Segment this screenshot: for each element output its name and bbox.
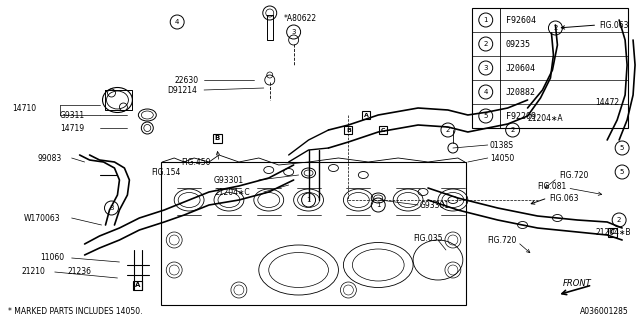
- Text: 14050: 14050: [490, 154, 514, 163]
- Text: J20604: J20604: [506, 63, 536, 73]
- Text: 09235: 09235: [506, 39, 531, 49]
- Text: FRONT: FRONT: [563, 278, 592, 287]
- Text: 2: 2: [511, 127, 515, 133]
- Text: FIG.081: FIG.081: [538, 181, 567, 190]
- Text: FIG.063: FIG.063: [550, 194, 579, 203]
- Text: F92209: F92209: [506, 111, 536, 121]
- Text: A: A: [134, 282, 140, 288]
- Text: C: C: [610, 229, 615, 235]
- Text: 5: 5: [484, 113, 488, 119]
- Text: 4: 4: [175, 19, 179, 25]
- Text: G9311: G9311: [60, 110, 85, 119]
- Text: 5: 5: [620, 169, 624, 175]
- Text: *A80622: *A80622: [284, 13, 317, 22]
- Text: 22630: 22630: [174, 76, 198, 84]
- Text: 21204∗B: 21204∗B: [595, 228, 631, 236]
- Text: D91214: D91214: [167, 85, 197, 94]
- Text: 99083: 99083: [38, 154, 62, 163]
- Bar: [380, 126, 387, 134]
- Text: 5: 5: [620, 145, 624, 151]
- Text: 21204∗C: 21204∗C: [214, 188, 250, 196]
- Text: FIG.154: FIG.154: [151, 167, 180, 177]
- Bar: [344, 126, 353, 134]
- Text: 2: 2: [553, 25, 557, 31]
- Text: 1: 1: [483, 17, 488, 23]
- Bar: [161, 162, 466, 305]
- Text: 14472: 14472: [595, 98, 620, 107]
- Text: FIG.720: FIG.720: [488, 236, 517, 244]
- Text: 21210: 21210: [22, 268, 46, 276]
- Bar: [213, 134, 222, 143]
- Text: 3: 3: [291, 29, 296, 35]
- Text: F92604: F92604: [506, 15, 536, 25]
- Text: W170063: W170063: [24, 213, 61, 222]
- Text: A036001285: A036001285: [580, 308, 629, 316]
- Text: 21204∗A: 21204∗A: [527, 114, 563, 123]
- Text: 11060: 11060: [40, 253, 64, 262]
- Text: B: B: [214, 135, 220, 141]
- Text: G93301: G93301: [420, 201, 450, 210]
- Text: 2: 2: [484, 41, 488, 47]
- Bar: [362, 111, 371, 119]
- Text: 14710: 14710: [12, 103, 36, 113]
- Text: 1: 1: [376, 202, 381, 208]
- Text: G93301: G93301: [214, 175, 244, 185]
- Text: FIG.720: FIG.720: [559, 171, 589, 180]
- Bar: [133, 281, 142, 290]
- Text: 21236: 21236: [68, 268, 92, 276]
- Text: 3: 3: [483, 65, 488, 71]
- Text: 2: 2: [445, 127, 450, 133]
- Text: 1: 1: [307, 197, 311, 203]
- Text: 2: 2: [617, 217, 621, 223]
- Text: A: A: [364, 113, 369, 117]
- Text: FIG.063: FIG.063: [599, 20, 628, 29]
- Text: * MARKED PARTS INCLUDES 14050.: * MARKED PARTS INCLUDES 14050.: [8, 308, 143, 316]
- Text: 4: 4: [484, 89, 488, 95]
- Text: 14719: 14719: [60, 124, 84, 132]
- Text: J20882: J20882: [506, 87, 536, 97]
- Bar: [608, 228, 617, 237]
- Text: 3: 3: [109, 205, 114, 211]
- Text: B: B: [346, 127, 351, 132]
- Text: FIG.450: FIG.450: [181, 157, 211, 166]
- Bar: [472, 8, 628, 128]
- Text: 0138S: 0138S: [490, 140, 514, 149]
- Text: FIG.035: FIG.035: [413, 234, 443, 243]
- Text: C: C: [381, 127, 385, 132]
